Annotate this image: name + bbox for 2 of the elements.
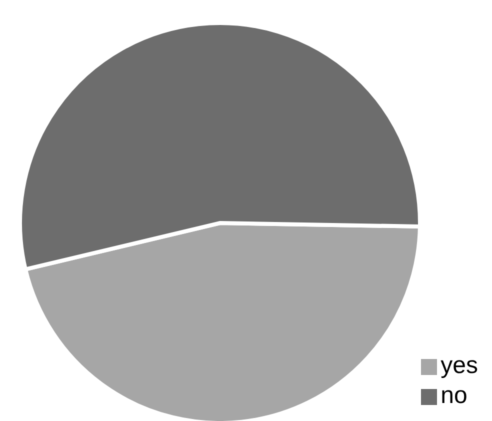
legend-label: yes [440,352,478,379]
legend-label: no [440,382,468,409]
